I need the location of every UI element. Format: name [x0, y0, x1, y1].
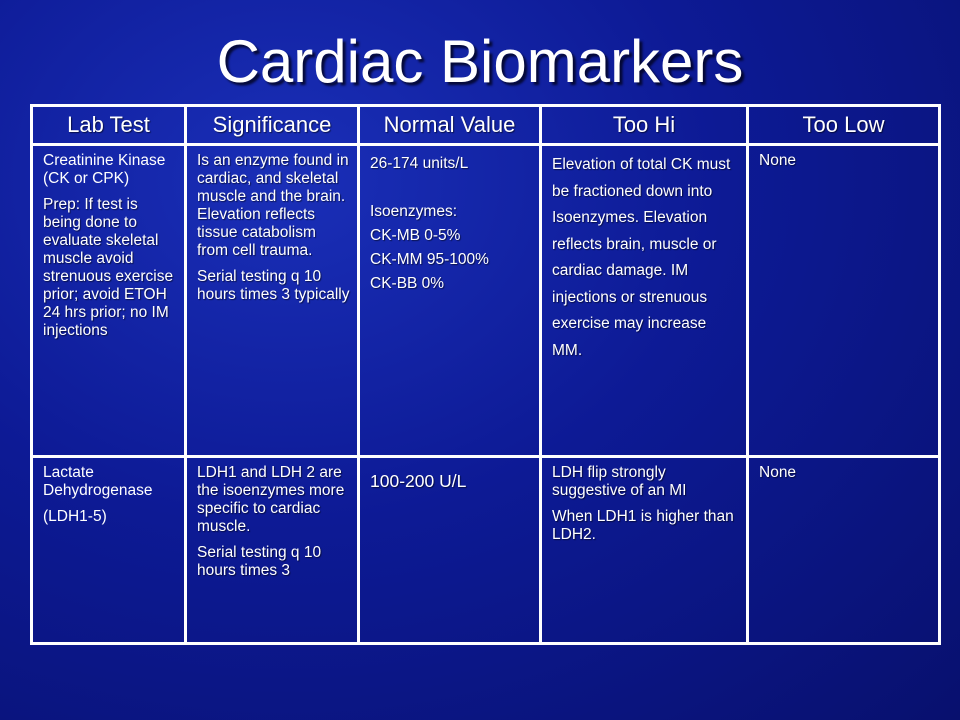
isoenzymes-label: Isoenzymes: [370, 203, 458, 220]
normal-range: 26-174 units/L [370, 155, 469, 172]
cell-too-low: None [746, 143, 941, 458]
serial-testing-note: Serial testing q 10 hours times 3 [197, 544, 322, 579]
cell-too-hi: LDH flip strongly suggestive of an MI Wh… [539, 455, 749, 645]
too-hi-text: Elevation of total CK must be fractioned… [552, 156, 731, 359]
cell-significance: LDH1 and LDH 2 are the isoenzymes more s… [184, 455, 360, 645]
column-header-too-low: Too Low [746, 104, 941, 146]
column-header-normal-value: Normal Value [357, 104, 542, 146]
column-header-too-hi: Too Hi [539, 104, 749, 146]
too-hi-text: LDH flip strongly suggestive of an MI [552, 464, 687, 499]
spacer [370, 176, 533, 200]
table-header-row: Lab Test Significance Normal Value Too H… [30, 104, 941, 146]
significance-text: LDH1 and LDH 2 are the isoenzymes more s… [197, 464, 345, 535]
significance-text: Is an enzyme found in cardiac, and skele… [197, 152, 349, 259]
serial-testing-note: Serial testing q 10 hours times 3 typica… [197, 268, 350, 303]
table-row: Creatinine Kinase (CK or CPK) Prep: If t… [30, 143, 941, 458]
cell-too-hi: Elevation of total CK must be fractioned… [539, 143, 749, 458]
cell-lab-test: Creatinine Kinase (CK or CPK) Prep: If t… [30, 143, 187, 458]
cell-normal-value: 26-174 units/L Isoenzymes: CK-MB 0-5% CK… [357, 143, 542, 458]
cell-significance: Is an enzyme found in cardiac, and skele… [184, 143, 360, 458]
column-header-lab-test: Lab Test [30, 104, 187, 146]
too-hi-text: When LDH1 is higher than LDH2. [552, 508, 734, 543]
column-header-significance: Significance [184, 104, 360, 146]
too-low-text: None [759, 464, 797, 481]
cell-normal-value: 100-200 U/L [357, 455, 542, 645]
cell-too-low: None [746, 455, 941, 645]
biomarkers-table: Lab Test Significance Normal Value Too H… [30, 104, 941, 645]
too-low-text: None [759, 152, 797, 169]
test-name: Creatinine Kinase (CK or CPK) [43, 152, 166, 187]
isoenzyme-value: CK-MM 95-100% [370, 251, 489, 268]
isoenzyme-value: CK-MB 0-5% [370, 227, 461, 244]
test-prep: Prep: If test is being done to evaluate … [43, 196, 174, 339]
isoenzyme-value: CK-BB 0% [370, 275, 445, 292]
test-abbreviation: (LDH1-5) [43, 508, 107, 525]
test-name: Lactate Dehydrogenase [43, 464, 153, 499]
page-title: Cardiac Biomarkers [216, 28, 744, 95]
table-row: Lactate Dehydrogenase (LDH1-5) LDH1 and … [30, 455, 941, 645]
normal-range: 100-200 U/L [370, 471, 467, 491]
cell-lab-test: Lactate Dehydrogenase (LDH1-5) [30, 455, 187, 645]
